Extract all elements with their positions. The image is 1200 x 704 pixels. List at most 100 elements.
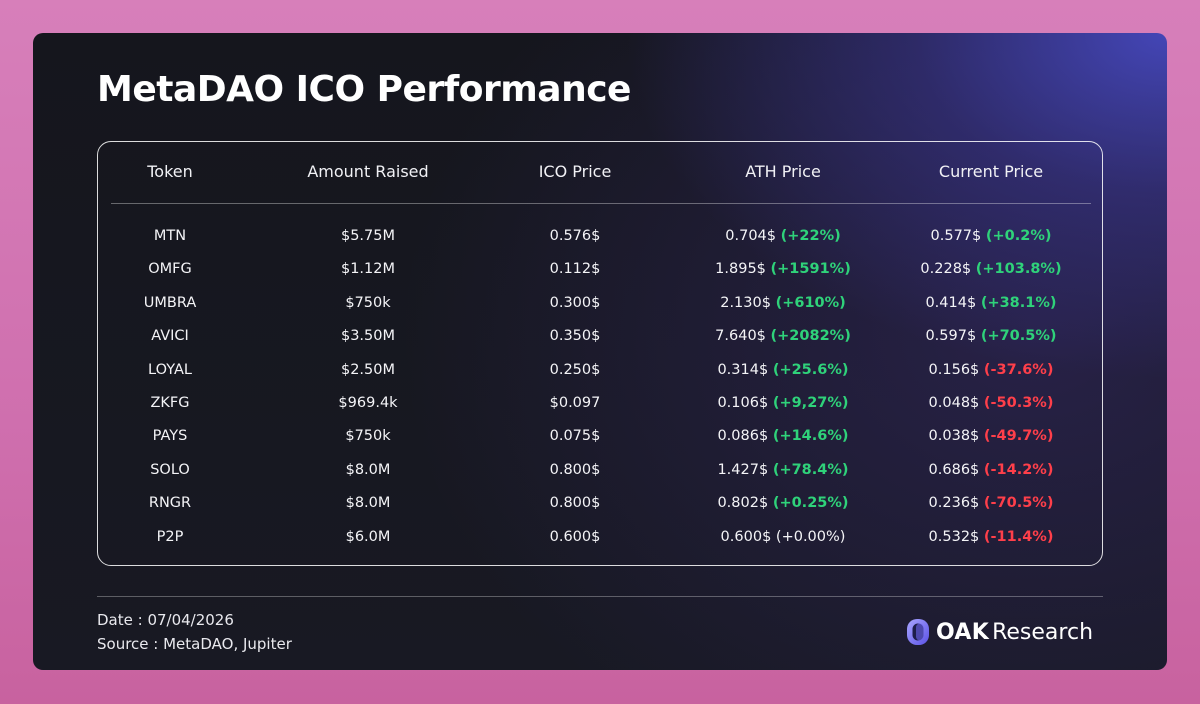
ath-price-value: 0.704$ xyxy=(725,228,777,244)
ath-price-change: (+2082%) xyxy=(770,328,851,345)
cell-ico-price: 0.600$ xyxy=(549,528,601,545)
current-price-value: 0.414$ xyxy=(925,294,977,311)
ath-price-change: (+78.4%) xyxy=(772,461,849,478)
ath-price-value: 0.106$ xyxy=(717,395,769,411)
current-price-change: (-70.5%) xyxy=(983,495,1054,512)
header-token: Token xyxy=(147,162,193,181)
ath-price-value: 0.802$ xyxy=(717,495,769,512)
header-divider xyxy=(111,203,1091,204)
ath-price-change: (+0.25%) xyxy=(772,495,849,512)
cell-ath-price: 1.895$ (+1591%) xyxy=(715,261,851,277)
current-price-value: 0.156$ xyxy=(928,361,980,378)
cell-current-price: 0.228$ (+103.8%) xyxy=(920,261,1061,277)
cell-ath-price: 1.427$ (+78.4%) xyxy=(717,462,848,478)
current-price-value: 0.048$ xyxy=(928,395,980,411)
current-price-change: (-49.7%) xyxy=(983,428,1054,445)
ath-price-value: 7.640$ xyxy=(715,328,766,345)
current-price-value: 0.236$ xyxy=(928,495,980,512)
cell-amount-raised: $3.50M xyxy=(340,328,396,345)
cell-ath-price: 0.086$ (+14.6%) xyxy=(717,428,848,444)
cell-amount-raised: $6.0M xyxy=(345,528,391,545)
current-price-change: (-14.2%) xyxy=(983,461,1054,478)
oak-research-logo: OAK Research xyxy=(905,618,1093,646)
cell-amount-raised: $750k xyxy=(345,428,391,445)
cell-ath-price: 2.130$ (+610%) xyxy=(720,295,846,311)
current-price-value: 0.532$ xyxy=(928,528,980,545)
table-row: PAYS $750k 0.075$ 0.086$ (+14.6%) 0.038$ (-4… xyxy=(98,428,1102,461)
logo-oak-text: OAK xyxy=(936,619,990,645)
cell-token: UMBRA xyxy=(143,294,197,311)
cell-amount-raised: $1.12M xyxy=(340,261,396,278)
cell-ico-price: 0.300$ xyxy=(549,294,601,311)
cell-current-price: 0.577$ (+0.2%) xyxy=(931,228,1052,244)
current-price-change: (+38.1%) xyxy=(980,294,1057,311)
table-row: OMFG $1.12M 0.112$ 1.895$ (+1591%) 0.228$ (+… xyxy=(98,261,1102,294)
ath-price-value: 1.895$ xyxy=(715,261,766,278)
cell-ath-price: 0.704$ (+22%) xyxy=(725,228,840,244)
cell-token: SOLO xyxy=(150,461,190,478)
cell-ath-price: 0.106$ (+9,27%) xyxy=(717,395,848,411)
infographic-card: MetaDAO ICO Performance Token Amount Rai… xyxy=(33,33,1167,670)
cell-current-price: 0.048$ (-50.3%) xyxy=(929,395,1054,411)
header-ico-price: ICO Price xyxy=(538,162,612,181)
cell-ico-price: $0.097 xyxy=(549,395,601,411)
page-title: MetaDAO ICO Performance xyxy=(97,69,631,110)
cell-current-price: 0.532$ (-11.4%) xyxy=(929,529,1054,545)
current-price-change: (-37.6%) xyxy=(983,361,1054,378)
ath-price-change: (+25.6%) xyxy=(772,361,849,378)
cell-token: ZKFG xyxy=(150,395,190,411)
table-header: Token Amount Raised ICO Price ATH Price … xyxy=(98,142,1102,204)
current-price-value: 0.686$ xyxy=(928,461,980,478)
cell-token: MTN xyxy=(153,228,187,244)
cell-amount-raised: $750k xyxy=(345,294,391,311)
current-price-value: 0.038$ xyxy=(928,428,980,445)
cell-ico-price: 0.250$ xyxy=(549,361,601,378)
current-price-change: (+103.8%) xyxy=(975,261,1062,278)
cell-ico-price: 0.112$ xyxy=(549,261,601,278)
ath-price-change: (+9,27%) xyxy=(772,395,849,411)
cell-amount-raised: $2.50M xyxy=(340,361,396,378)
table-row: UMBRA $750k 0.300$ 2.130$ (+610%) 0.414$ (+3… xyxy=(98,295,1102,328)
table-row: MTN $5.75M 0.576$ 0.704$ (+22%) 0.577$ (+0.2… xyxy=(98,228,1102,261)
cell-current-price: 0.236$ (-70.5%) xyxy=(929,495,1054,511)
cell-amount-raised: $8.0M xyxy=(345,461,391,478)
footer-source: Source : MetaDAO, Jupiter xyxy=(97,635,292,653)
cell-current-price: 0.156$ (-37.6%) xyxy=(929,362,1054,378)
cell-ico-price: 0.350$ xyxy=(549,328,601,345)
cell-ath-price: 0.600$ (+0.00%) xyxy=(721,529,846,545)
footer-divider xyxy=(97,596,1103,597)
table-row: ZKFG $969.4k $0.097 0.106$ (+9,27%) 0.048$ (… xyxy=(98,395,1102,428)
cell-ico-price: 0.800$ xyxy=(549,495,601,512)
cell-token: RNGR xyxy=(148,495,192,512)
table-row: P2P $6.0M 0.600$ 0.600$ (+0.00%) 0.532$ (-11… xyxy=(98,529,1102,562)
table-row: AVICI $3.50M 0.350$ 7.640$ (+2082%) 0.597$ (… xyxy=(98,328,1102,361)
cell-token: P2P xyxy=(156,528,184,545)
ath-price-change: (+610%) xyxy=(775,294,846,311)
current-price-value: 0.228$ xyxy=(920,261,972,278)
ath-price-change: (+14.6%) xyxy=(772,428,849,445)
ath-price-value: 2.130$ xyxy=(720,294,771,311)
cell-current-price: 0.686$ (-14.2%) xyxy=(929,462,1054,478)
ath-price-change: (+22%) xyxy=(780,228,841,244)
table-row: SOLO $8.0M 0.800$ 1.427$ (+78.4%) 0.686$ (-1… xyxy=(98,462,1102,495)
logo-research-text: Research xyxy=(992,619,1094,645)
oak-research-logo-icon xyxy=(907,619,929,645)
cell-ath-price: 0.802$ (+0.25%) xyxy=(717,495,848,511)
ath-price-change: (+1591%) xyxy=(770,261,851,278)
table-row: LOYAL $2.50M 0.250$ 0.314$ (+25.6%) 0.156$ (… xyxy=(98,362,1102,395)
cell-ico-price: 0.800$ xyxy=(549,461,601,478)
ath-price-value: 1.427$ xyxy=(717,461,769,478)
cell-current-price: 0.038$ (-49.7%) xyxy=(929,428,1054,444)
cell-current-price: 0.414$ (+38.1%) xyxy=(925,295,1056,311)
header-ath-price: ATH Price xyxy=(745,162,821,181)
cell-token: LOYAL xyxy=(148,361,192,378)
ath-price-value: 0.600$ xyxy=(720,528,772,545)
current-price-change: (-11.4%) xyxy=(983,528,1054,545)
current-price-value: 0.577$ xyxy=(930,228,982,244)
cell-token: AVICI xyxy=(151,328,189,345)
cell-token: OMFG xyxy=(148,261,192,278)
cell-token: PAYS xyxy=(152,428,188,445)
cell-current-price: 0.597$ (+70.5%) xyxy=(925,328,1056,344)
current-price-change: (-50.3%) xyxy=(983,395,1054,411)
current-price-change: (+70.5%) xyxy=(980,328,1057,345)
